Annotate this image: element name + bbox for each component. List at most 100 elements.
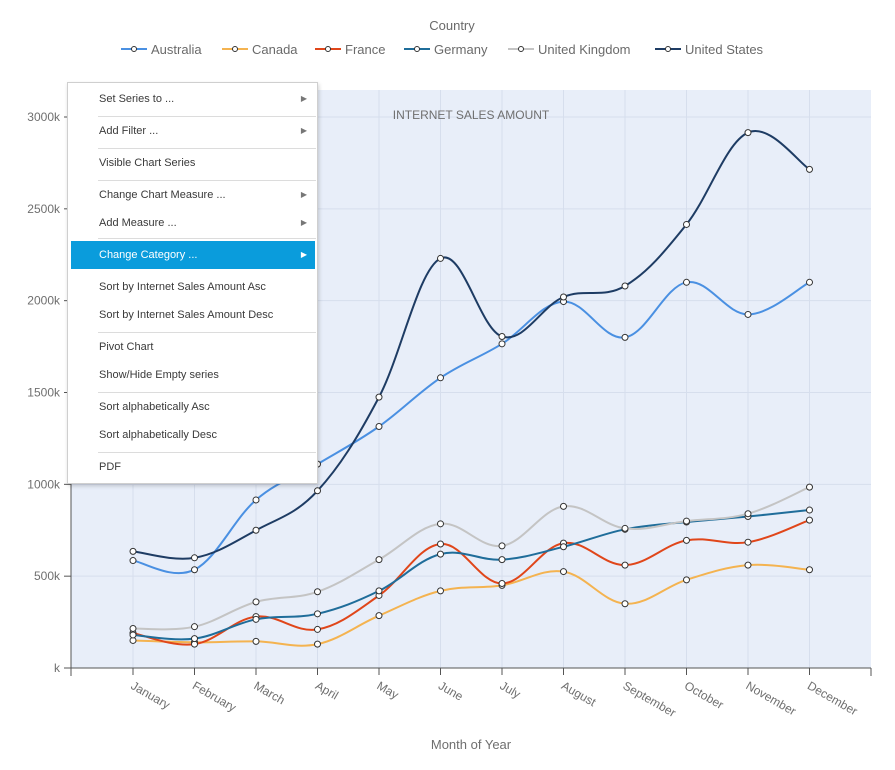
data-point[interactable] [129, 625, 137, 633]
data-point[interactable] [314, 625, 321, 633]
data-point[interactable] [683, 517, 690, 525]
legend-item[interactable]: France [315, 42, 385, 57]
data-point[interactable] [744, 561, 752, 569]
data-point[interactable] [806, 278, 813, 286]
menu-item-visible-chart-series[interactable]: Visible Chart Series [71, 150, 315, 176]
x-tick-label: January [129, 678, 173, 711]
data-point[interactable] [806, 165, 813, 173]
data-point[interactable] [621, 524, 629, 532]
triangle-right-icon: ▶ [300, 190, 307, 199]
x-axis-title: Month of Year [431, 737, 512, 752]
data-point[interactable] [806, 516, 813, 524]
legend-label: United Kingdom [538, 42, 631, 57]
data-point[interactable] [191, 635, 198, 643]
data-point[interactable] [498, 332, 506, 340]
data-point[interactable] [437, 374, 444, 382]
data-point[interactable] [683, 278, 690, 286]
data-point[interactable] [560, 502, 567, 510]
legend-label: Canada [252, 42, 298, 57]
x-tick-label: June [436, 678, 466, 703]
data-point[interactable] [560, 293, 567, 301]
data-point[interactable] [252, 598, 260, 606]
data-point[interactable] [437, 520, 444, 528]
menu-item-sort-alphabetically-desc[interactable]: Sort alphabetically Desc [71, 422, 315, 448]
data-point[interactable] [375, 393, 383, 401]
data-point[interactable] [621, 333, 629, 341]
data-point[interactable] [129, 557, 137, 565]
data-point[interactable] [498, 556, 506, 564]
data-point[interactable] [621, 600, 629, 608]
data-point[interactable] [498, 340, 506, 348]
data-point[interactable] [744, 310, 752, 318]
legend-marker [665, 46, 671, 52]
menu-item-label: Sort alphabetically Desc [99, 429, 218, 441]
data-point[interactable] [191, 554, 198, 562]
y-tick-label: 2000k [27, 294, 61, 308]
data-point[interactable] [806, 566, 813, 574]
x-tick-label: October [682, 678, 726, 711]
menu-item-label: PDF [99, 461, 121, 473]
data-point[interactable] [437, 540, 444, 548]
data-point[interactable] [252, 637, 260, 645]
data-point[interactable] [437, 550, 444, 558]
menu-item-change-category[interactable]: Change Category ... ▶ [71, 241, 315, 269]
data-point[interactable] [498, 580, 506, 588]
legend-item[interactable]: Australia [121, 42, 202, 57]
data-point[interactable] [437, 254, 444, 262]
triangle-right-icon: ▶ [300, 218, 307, 227]
y-tick-label: 1000k [27, 477, 61, 491]
y-tick-label: 1500k [27, 386, 61, 400]
data-point[interactable] [683, 220, 690, 228]
menu-item-set-series-to[interactable]: Set Series to ... ▶ [71, 86, 315, 112]
x-tick-label: December [805, 678, 860, 718]
menu-item-label: Add Filter ... [99, 125, 159, 137]
data-point[interactable] [252, 496, 260, 504]
data-point[interactable] [744, 129, 752, 137]
data-point[interactable] [191, 566, 198, 574]
menu-item-show-hide-empty-series[interactable]: Show/Hide Empty series [71, 362, 315, 388]
data-point[interactable] [375, 612, 383, 620]
menu-separator [98, 180, 316, 181]
data-point[interactable] [621, 282, 629, 290]
x-tick-label: July [498, 678, 523, 701]
menu-item-change-chart-measure[interactable]: Change Chart Measure ... ▶ [71, 182, 315, 208]
legend-item[interactable]: United Kingdom [508, 42, 631, 57]
data-point[interactable] [498, 542, 506, 550]
data-point[interactable] [375, 422, 383, 430]
menu-item-sort-alphabetically-asc[interactable]: Sort alphabetically Asc [71, 394, 315, 420]
data-point[interactable] [560, 543, 567, 551]
data-point[interactable] [744, 510, 752, 518]
y-tick-label: 2500k [27, 202, 61, 216]
data-point[interactable] [375, 556, 383, 564]
data-point[interactable] [129, 631, 137, 639]
data-point[interactable] [683, 536, 690, 544]
menu-separator [98, 452, 316, 453]
data-point[interactable] [314, 640, 321, 648]
data-point[interactable] [744, 538, 752, 546]
data-point[interactable] [437, 587, 444, 595]
legend-item[interactable]: Canada [222, 42, 298, 57]
legend-item[interactable]: United States [655, 42, 764, 57]
data-point[interactable] [314, 487, 321, 495]
data-point[interactable] [129, 547, 137, 555]
data-point[interactable] [191, 623, 198, 631]
menu-item-add-filter[interactable]: Add Filter ... ▶ [71, 118, 315, 144]
x-tick-label: April [313, 678, 341, 702]
menu-item-pivot-chart[interactable]: Pivot Chart [71, 334, 315, 360]
data-point[interactable] [314, 610, 321, 618]
data-point[interactable] [560, 568, 567, 576]
menu-item-add-measure[interactable]: Add Measure ... ▶ [71, 210, 315, 236]
legend-label: United States [685, 42, 764, 57]
data-point[interactable] [806, 506, 813, 514]
menu-item-sort-by-internet-sales-amount-asc[interactable]: Sort by Internet Sales Amount Asc [71, 274, 315, 300]
data-point[interactable] [683, 576, 690, 584]
data-point[interactable] [252, 526, 260, 534]
data-point[interactable] [806, 483, 813, 491]
data-point[interactable] [375, 587, 383, 595]
menu-item-sort-by-internet-sales-amount-desc[interactable]: Sort by Internet Sales Amount Desc [71, 302, 315, 328]
data-point[interactable] [314, 588, 321, 596]
menu-item-pdf[interactable]: PDF [71, 454, 315, 480]
legend-item[interactable]: Germany [404, 42, 488, 57]
data-point[interactable] [252, 615, 260, 623]
data-point[interactable] [621, 561, 629, 569]
